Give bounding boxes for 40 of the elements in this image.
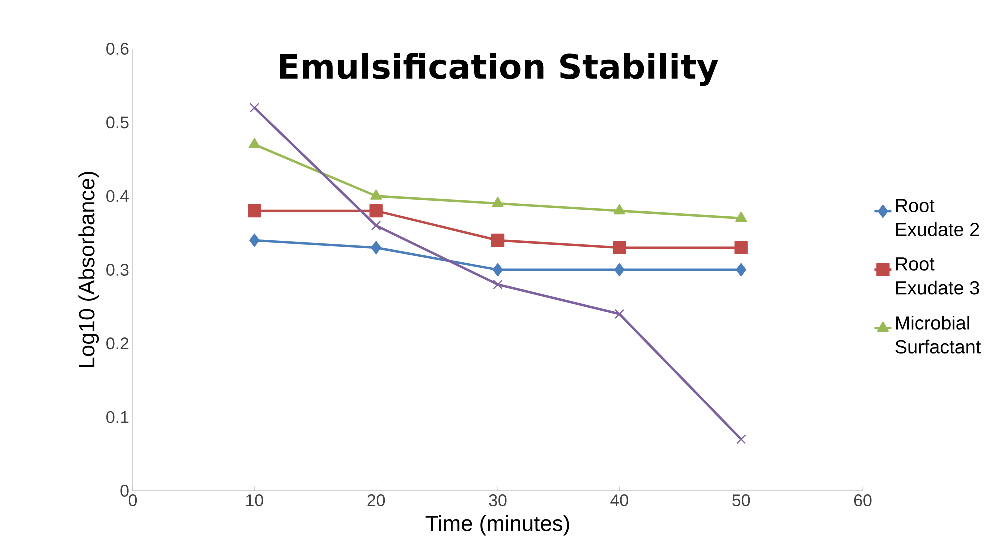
x-tick-label: 10 xyxy=(246,494,264,507)
x-axis-title: Time (minutes) xyxy=(426,515,570,536)
x-tick-label: 60 xyxy=(854,494,872,507)
point xyxy=(613,241,626,254)
legend-label: Root Exudate 3 xyxy=(896,258,980,295)
point xyxy=(370,190,382,200)
chart-title: Emulsification Stability xyxy=(280,53,718,86)
point xyxy=(248,204,262,218)
y-tick-label: 0.1 xyxy=(106,411,129,424)
legend-label: Microbial Surfactant xyxy=(896,316,982,354)
y-tick-label: 0 xyxy=(120,485,129,497)
legend-label: Root Exudate 2 xyxy=(896,199,980,236)
point xyxy=(614,263,625,277)
point xyxy=(250,103,260,113)
point xyxy=(492,197,504,208)
point xyxy=(736,434,746,444)
point xyxy=(614,204,626,215)
point xyxy=(371,220,382,231)
point xyxy=(736,263,746,277)
x-tick-label: 20 xyxy=(368,494,386,507)
x-tick-label: 0 xyxy=(128,494,138,507)
x-tick-label: 40 xyxy=(610,494,628,507)
y-tick-label: 0.6 xyxy=(106,43,129,55)
y-tick-label: 0.4 xyxy=(106,190,129,202)
point xyxy=(736,212,748,222)
point xyxy=(371,241,382,254)
y-axis-title: Log10 (Absorbance) xyxy=(78,172,100,368)
x-tick-label: 50 xyxy=(732,494,750,507)
point xyxy=(491,234,505,248)
y-tick-label: 0.3 xyxy=(106,264,129,276)
point xyxy=(250,234,260,248)
point xyxy=(493,280,503,290)
x-tick-label: 30 xyxy=(489,494,507,507)
point xyxy=(370,204,383,218)
y-tick-label: 0.5 xyxy=(106,116,129,129)
point xyxy=(492,263,504,277)
point xyxy=(614,309,625,320)
y-tick-label: 0.2 xyxy=(106,338,129,350)
point xyxy=(248,138,260,148)
point xyxy=(734,241,748,254)
